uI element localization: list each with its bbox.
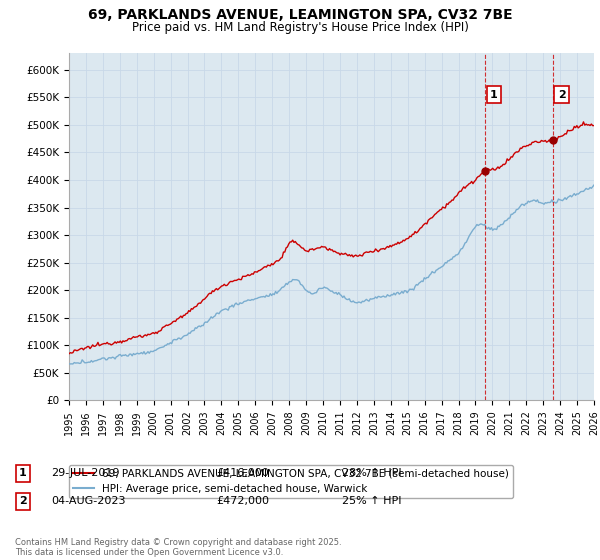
Text: 25% ↑ HPI: 25% ↑ HPI: [342, 496, 401, 506]
Text: 69, PARKLANDS AVENUE, LEAMINGTON SPA, CV32 7BE: 69, PARKLANDS AVENUE, LEAMINGTON SPA, CV…: [88, 8, 512, 22]
Text: 1: 1: [19, 468, 26, 478]
Text: £416,000: £416,000: [216, 468, 269, 478]
Text: 1: 1: [490, 90, 497, 100]
Legend: 69, PARKLANDS AVENUE, LEAMINGTON SPA, CV32 7BE (semi-detached house), HPI: Avera: 69, PARKLANDS AVENUE, LEAMINGTON SPA, CV…: [69, 465, 514, 498]
Text: £472,000: £472,000: [216, 496, 269, 506]
Text: 29-JUL-2019: 29-JUL-2019: [51, 468, 119, 478]
Text: 2: 2: [19, 496, 26, 506]
Text: 2: 2: [558, 90, 566, 100]
Text: 04-AUG-2023: 04-AUG-2023: [51, 496, 125, 506]
Text: 28% ↑ HPI: 28% ↑ HPI: [342, 468, 401, 478]
Text: Contains HM Land Registry data © Crown copyright and database right 2025.
This d: Contains HM Land Registry data © Crown c…: [15, 538, 341, 557]
Text: Price paid vs. HM Land Registry's House Price Index (HPI): Price paid vs. HM Land Registry's House …: [131, 21, 469, 34]
